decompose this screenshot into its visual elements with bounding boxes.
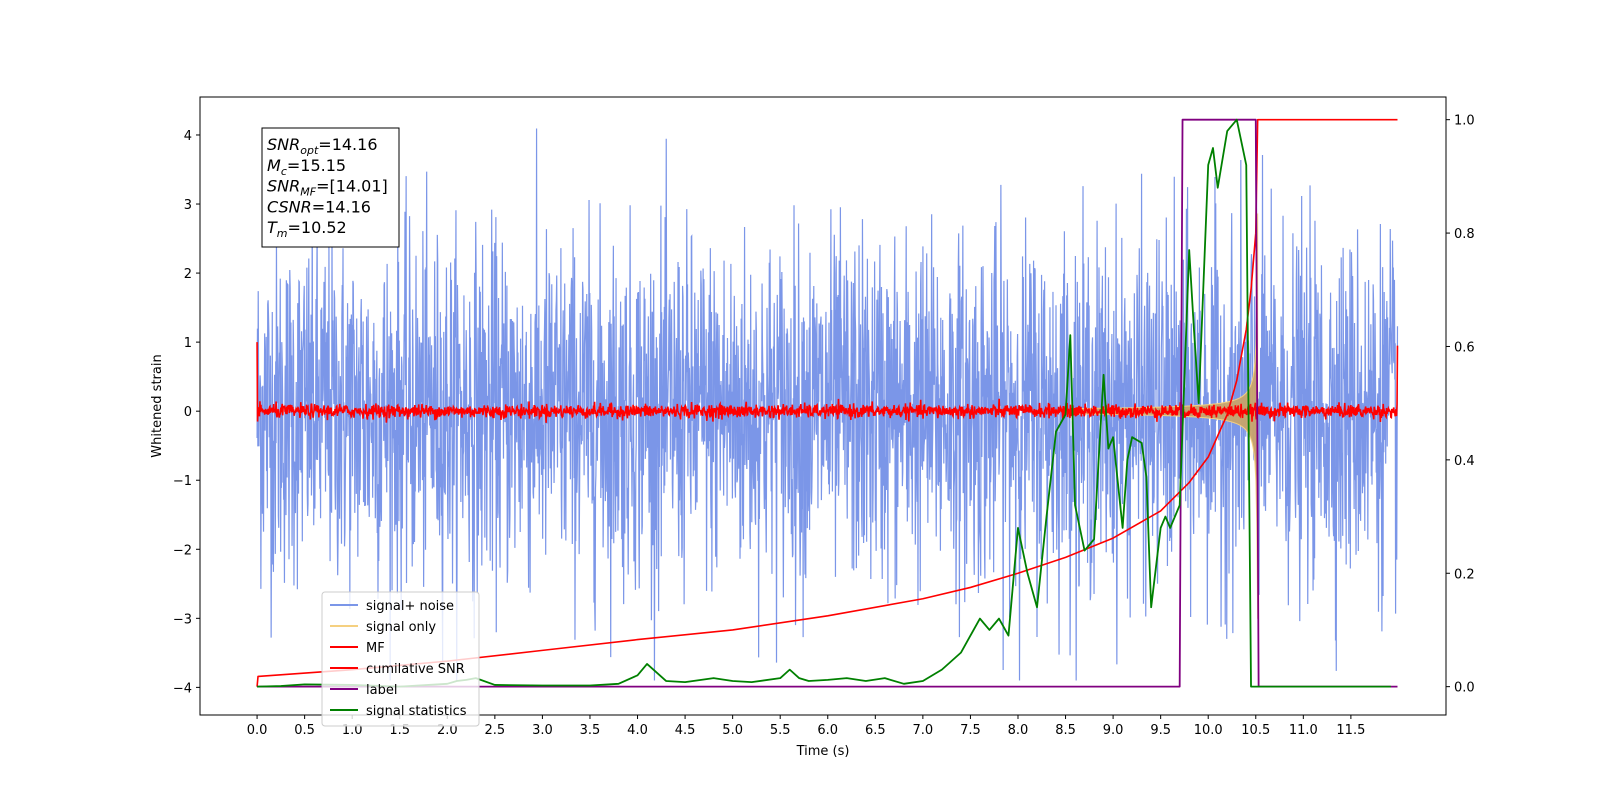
legend-entry: label (366, 683, 397, 698)
x-tick-label: 3.0 (532, 723, 553, 738)
x-tick-label: 0.5 (294, 723, 315, 738)
annotation-symbol: M (267, 156, 281, 175)
legend-entry: MF (366, 641, 385, 656)
annotation-line: CSNR=14.16 (267, 197, 371, 216)
y-tick-label: 4 (184, 129, 192, 144)
x-tick-label: 0.0 (247, 723, 268, 738)
x-tick-label: 2.0 (437, 723, 458, 738)
y-tick-label: 3 (184, 198, 192, 213)
legend-entry: signal statistics (366, 704, 467, 719)
annotation-symbol: SNR (267, 177, 300, 196)
legend: signal+ noise signal only MF cumilative SNR… (321, 591, 480, 727)
x-tick-label: 4.0 (627, 723, 648, 738)
annotation-line: Mc=15.15 (267, 156, 346, 178)
x-tick-label: 7.0 (913, 723, 934, 738)
axes-ticks: 0.0 0.5 1.0 1.5 2.0 2.5 3.0 3.5 4.0 4.5 5.0 5.5 6.0 6… (173, 114, 1475, 738)
x-tick-label: 11.0 (1289, 723, 1318, 738)
x-tick-label: 7.5 (960, 723, 981, 738)
annotation-line: SNRopt=14.16 (267, 135, 378, 157)
annotation-symbol: SNR (267, 135, 300, 154)
plot-area (256, 118, 1399, 688)
legend-entry: signal only (366, 620, 436, 635)
annotation-frame (261, 127, 400, 248)
y2-tick-label: 0.2 (1454, 567, 1475, 582)
legend-frame (321, 591, 480, 727)
legend-entry: cumilative SNR (366, 662, 465, 677)
x-tick-label: 10.0 (1194, 723, 1223, 738)
x-tick-label: 5.5 (770, 723, 791, 738)
y2-tick-label: 0.0 (1454, 681, 1475, 696)
x-tick-label: 2.5 (485, 723, 506, 738)
annotation-line: SNRMF=[14.01] (267, 177, 388, 199)
x-tick-label: 9.5 (1150, 723, 1171, 738)
y-tick-label: 2 (184, 267, 192, 282)
x-tick-label: 11.5 (1336, 723, 1365, 738)
x-tick-label: 6.0 (817, 723, 838, 738)
legend-entry: signal+ noise (366, 599, 454, 614)
series-signal-statistics (257, 118, 1391, 688)
x-tick-label: 8.5 (1055, 723, 1076, 738)
x-tick-label: 1.0 (342, 723, 363, 738)
y2-tick-label: 1.0 (1454, 114, 1475, 129)
annotation-value: =[14.01] (316, 177, 388, 196)
x-tick-label: 5.0 (722, 723, 743, 738)
y-tick-label: −1 (173, 474, 192, 489)
annotation-subscript: c (281, 165, 287, 178)
x-tick-label: 6.5 (865, 723, 886, 738)
annotation-line: Tm=10.52 (267, 218, 347, 240)
y2-tick-label: 0.4 (1454, 454, 1475, 469)
annotation-value: =14.16 (318, 135, 377, 154)
x-tick-label: 4.5 (675, 723, 696, 738)
y-tick-label: −4 (173, 681, 192, 696)
x-tick-label: 10.5 (1241, 723, 1270, 738)
plot-frame (199, 96, 1447, 716)
x-tick-label: 8.0 (1008, 723, 1029, 738)
x-tick-label: 9.0 (1103, 723, 1124, 738)
annotation-value: =14.16 (312, 197, 371, 216)
annotation-value: =15.15 (287, 156, 346, 175)
x-tick-label: 1.5 (389, 723, 410, 738)
x-tick-label: 3.5 (580, 723, 601, 738)
annotation-box: SNRopt=14.16Mc=15.15SNRMF=[14.01]CSNR=14… (261, 127, 400, 248)
annotation-subscript: m (277, 227, 288, 240)
annotation-symbol: CSNR (267, 197, 312, 216)
y-tick-label: 0 (184, 405, 192, 420)
x-axis-label: Time (s) (796, 744, 850, 759)
series-signal-noise (256, 128, 1399, 681)
annotation-subscript: MF (300, 186, 316, 199)
series-mf (256, 342, 1399, 423)
y-tick-label: 1 (184, 336, 192, 351)
y-axis-label: Whitened strain (150, 354, 165, 457)
annotation-symbol: T (267, 218, 278, 237)
annotation-subscript: opt (300, 144, 319, 157)
y-tick-label: −3 (173, 612, 192, 627)
y2-tick-label: 0.8 (1454, 227, 1475, 242)
y-tick-label: −2 (173, 543, 192, 558)
y2-tick-label: 0.6 (1454, 340, 1475, 355)
annotation-value: =10.52 (288, 218, 347, 237)
